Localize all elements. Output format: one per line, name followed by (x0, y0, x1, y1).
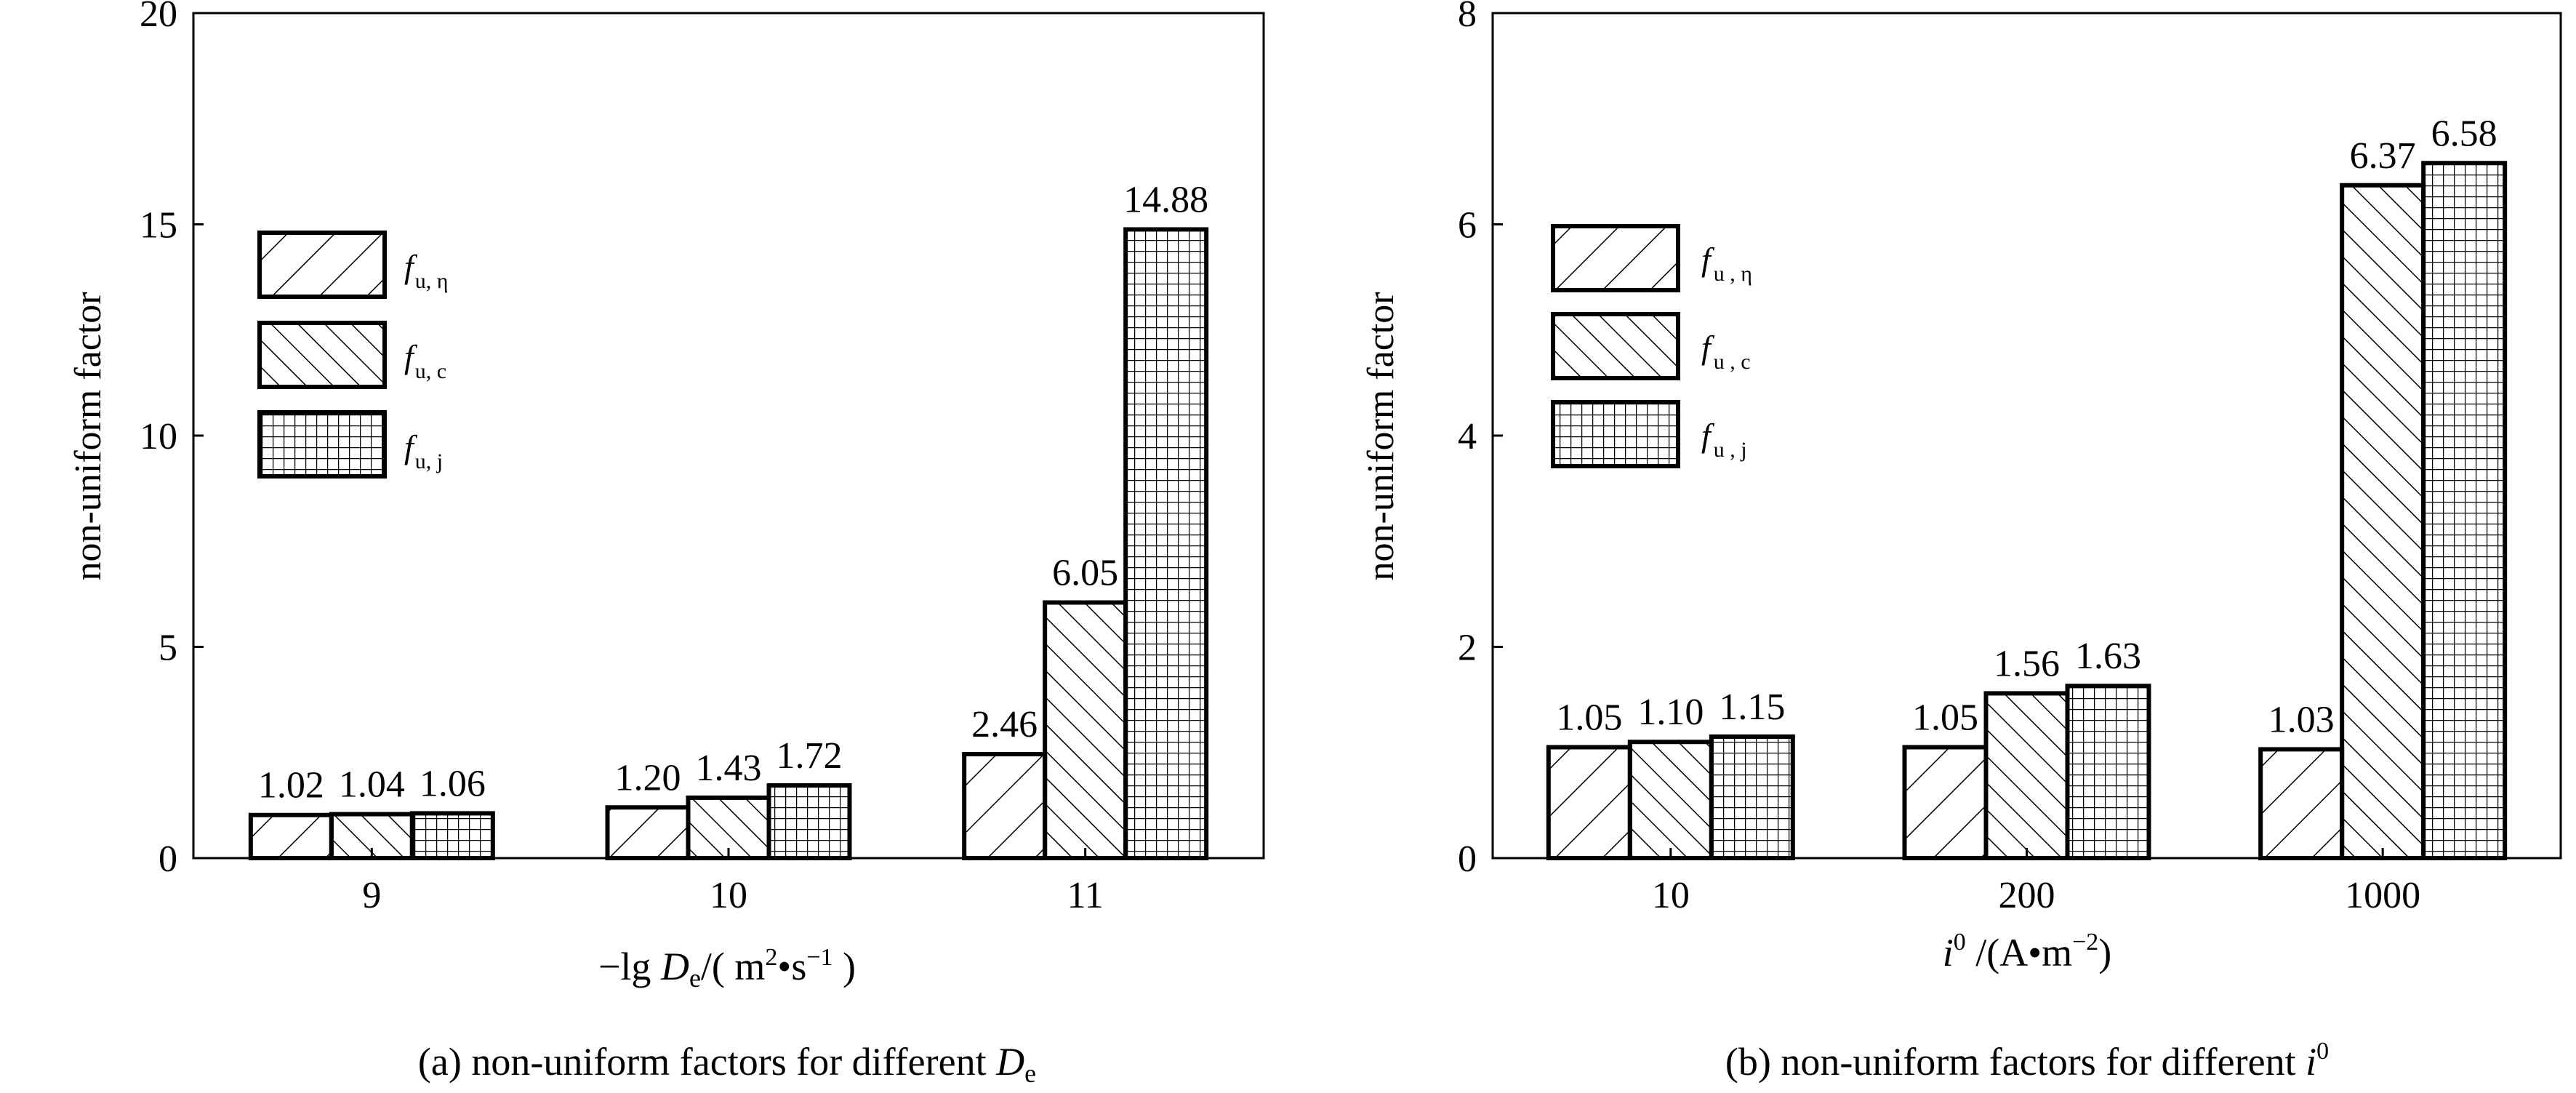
bar-b-j-0 (1709, 734, 1795, 861)
data-label-b-c-2: 6.37 (2350, 135, 2416, 177)
bar-a-c-2 (1043, 600, 1128, 860)
y-tick-label-a-0: 0 (159, 838, 177, 880)
bar-a-eta-1 (605, 805, 691, 861)
data-label-a-c-2: 6.05 (1052, 552, 1118, 593)
data-label-b-eta-1: 1.05 (1912, 697, 1978, 738)
data-label-b-j-1: 1.63 (2075, 636, 2141, 677)
data-label-b-c-0: 1.10 (1637, 692, 1704, 733)
y-tick-label-b-2: 4 (1458, 416, 1477, 457)
y-tick-label-b-4: 8 (1458, 0, 1477, 35)
legend-swatch-b-0 (1551, 224, 1680, 292)
legend-swatch-b-2 (1551, 400, 1680, 468)
bar-b-c-2 (2340, 183, 2426, 860)
bar-b-eta-0 (1546, 745, 1632, 861)
y-axis-label-a: non-uniform factor (68, 292, 109, 580)
data-label-a-c-0: 1.04 (339, 764, 405, 806)
chart-panel-a: 0 5 10 15 20 9 10 11 1.02 1.04 1.06 1.20 1.43 1.72 2… (68, 0, 1265, 1088)
x-tick-label-b-1: 200 (1999, 875, 2055, 916)
bar-a-j-2 (1123, 227, 1209, 860)
y-tick-label-a-2: 10 (140, 416, 177, 457)
x-tick-label-a-0: 9 (362, 875, 381, 916)
data-label-a-eta-1: 1.20 (615, 757, 681, 798)
caption-a: (a) non-uniform factors for different De (418, 1040, 1036, 1088)
data-label-b-eta-2: 1.03 (2268, 699, 2335, 740)
data-label-a-j-0: 1.06 (420, 763, 486, 804)
data-label-a-j-2: 14.88 (1123, 179, 1208, 220)
x-tick-label-a-1: 10 (710, 875, 747, 916)
bar-b-eta-2 (2258, 747, 2345, 860)
legend-label-a-1: fu, c (404, 338, 446, 383)
bar-b-j-2 (2421, 161, 2508, 860)
legend-swatch-b-1 (1551, 312, 1680, 380)
x-tick-label-b-0: 10 (1652, 875, 1690, 916)
x-tick-label-a-2: 11 (1067, 875, 1104, 916)
x-axis-label-a: −lg De/( m2•s−1 ) (598, 944, 856, 993)
bar-a-eta-0 (248, 812, 334, 861)
y-axis-label-b: non-uniform factor (1360, 292, 1402, 580)
bar-b-eta-1 (1902, 745, 1989, 861)
legend-label-a-2: fu, j (404, 428, 443, 473)
legend-label-a-0: fu, η (404, 248, 448, 293)
data-label-b-j-2: 6.58 (2431, 113, 2497, 154)
legend-a: fu, η fu, c fu, j (257, 231, 448, 479)
bar-a-eta-2 (962, 752, 1048, 860)
data-label-b-eta-0: 1.05 (1556, 697, 1622, 738)
x-tick-label-b-2: 1000 (2345, 875, 2420, 916)
data-label-a-j-1: 1.72 (777, 735, 843, 777)
bar-b-c-1 (1983, 691, 2070, 860)
x-axis-label-b: i0 /(A•m−2) (1943, 929, 2112, 974)
y-tick-label-b-3: 6 (1458, 205, 1477, 247)
caption-b: (b) non-uniform factors for different i0 (1725, 1038, 2329, 1084)
y-tick-label-b-0: 0 (1458, 838, 1477, 880)
bar-a-j-0 (409, 811, 495, 860)
bar-a-j-1 (766, 783, 852, 860)
bar-b-c-0 (1627, 740, 1714, 860)
data-label-a-eta-2: 2.46 (971, 704, 1038, 745)
y-tick-label-b-1: 2 (1458, 628, 1477, 669)
data-label-a-eta-0: 1.02 (258, 765, 324, 806)
data-label-b-j-0: 1.15 (1719, 686, 1785, 728)
legend-swatch-a-2 (257, 410, 387, 479)
legend-swatch-a-1 (257, 321, 387, 389)
data-label-b-c-1: 1.56 (1994, 643, 2060, 684)
y-tick-label-a-3: 15 (140, 205, 177, 247)
y-tick-label-a-4: 20 (140, 0, 177, 35)
bar-b-j-1 (2065, 684, 2151, 860)
y-tick-label-a-1: 5 (159, 628, 177, 669)
data-label-a-c-1: 1.43 (696, 748, 762, 789)
legend-swatch-a-0 (257, 231, 387, 299)
chart-panel-b: 0 2 4 6 8 10 200 1000 1.05 1.10 1.15 1.05 1.56 1.63… (1360, 0, 2562, 1084)
